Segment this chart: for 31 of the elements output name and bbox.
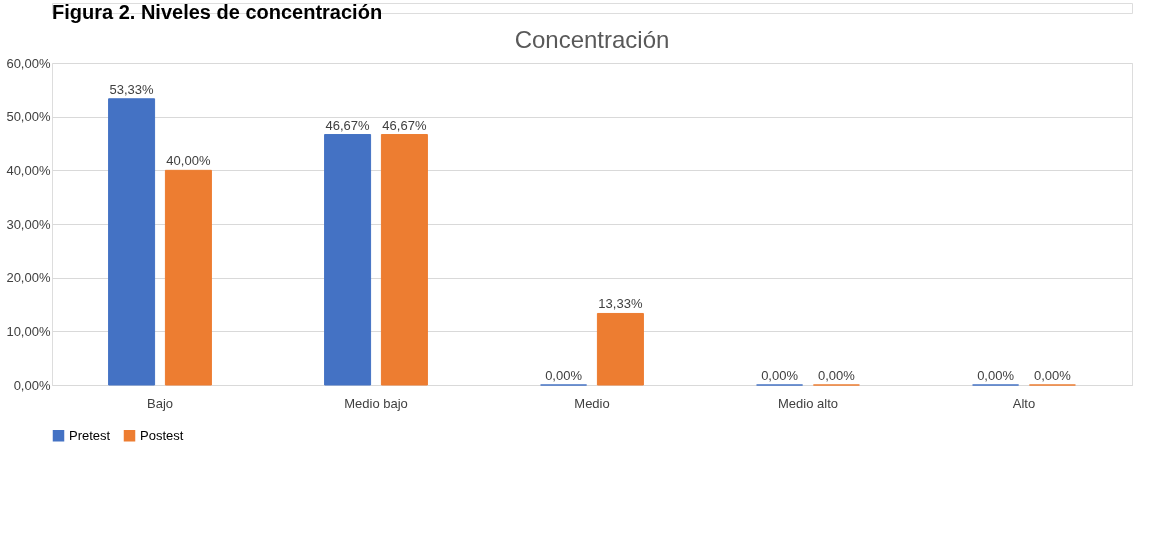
y-tick-label: 0,00% <box>13 377 51 393</box>
legend-label: Postest <box>140 427 184 443</box>
x-tick-label: Medio <box>574 395 610 411</box>
data-label: 0,00% <box>545 368 583 383</box>
y-tick-label: 30,00% <box>6 216 51 232</box>
chart-title: Concentración <box>514 26 670 53</box>
data-label: 40,00% <box>166 153 211 169</box>
data-label: 53,33% <box>109 81 155 97</box>
y-tick-label: 10,00% <box>6 323 51 339</box>
legend-label: Pretest <box>69 427 111 443</box>
x-tick-label: Bajo <box>146 395 174 411</box>
y-tick-label: 60,00% <box>6 55 51 71</box>
data-label: 0,00% <box>1033 368 1072 383</box>
data-label: 0,00% <box>977 368 1015 383</box>
text: Figura 2. Niveles de concentración <box>52 1 383 23</box>
bar <box>108 98 156 386</box>
bar <box>324 134 372 386</box>
data-label: 13,33% <box>598 296 643 312</box>
y-tick-label: 40,00% <box>6 162 51 178</box>
data-label: 0,00% <box>817 368 856 383</box>
data-label: 46,67% <box>325 117 371 133</box>
bar <box>380 134 428 386</box>
data-label: 0,00% <box>761 368 799 383</box>
bar <box>596 312 644 386</box>
y-tick-label: 50,00% <box>6 109 51 125</box>
x-tick-label: Alto <box>1012 395 1036 411</box>
data-label: 46,67% <box>382 117 427 133</box>
x-tick-label: Medio alto <box>778 395 838 411</box>
y-tick-label: 20,00% <box>6 270 51 286</box>
x-tick-label: Medio bajo <box>344 395 408 411</box>
bar <box>164 169 212 386</box>
